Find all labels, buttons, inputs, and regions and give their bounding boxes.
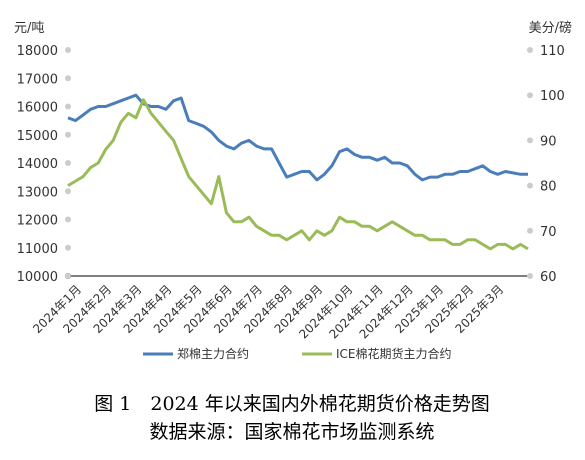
y-axis-label: 元/吨 <box>14 21 44 36</box>
y2-tick-label: 90 <box>540 134 557 149</box>
y-tick-label: 10000 <box>17 270 58 285</box>
y-tick-dot <box>65 216 71 223</box>
y-tick-dot <box>65 188 71 195</box>
y2-tick-dot <box>527 182 533 189</box>
y-tick-dot <box>65 160 71 166</box>
y-tick-label: 17000 <box>17 72 58 87</box>
caption-title: 图 1 2024 年以来国内外棉花期货价格走势图 <box>94 393 490 415</box>
y2-tick-dot <box>527 92 533 99</box>
y2-tick-label: 110 <box>540 44 565 59</box>
line-series <box>67 98 529 251</box>
legend-label: 郑棉主力合约 <box>177 346 249 361</box>
y2-tick-label: 100 <box>540 89 565 104</box>
y-tick-dot <box>65 244 71 251</box>
y-tick-dot <box>65 103 71 110</box>
y-tick-dot <box>65 131 71 138</box>
y-tick-label: 13000 <box>17 185 58 200</box>
line-series <box>67 93 528 182</box>
y-tick-label: 12000 <box>17 214 58 229</box>
caption-source: 数据来源：国家棉花市场监测系统 <box>149 421 434 443</box>
y2-tick-dot <box>527 227 533 234</box>
y2-tick-label: 70 <box>540 225 557 240</box>
y-tick-label: 14000 <box>17 157 58 172</box>
y-tick-label: 18000 <box>17 44 58 59</box>
y-tick-label: 11000 <box>17 242 58 257</box>
y2-tick-label: 80 <box>540 180 557 195</box>
y2-tick-dot <box>527 273 533 279</box>
y-tick-label: 15000 <box>17 129 58 144</box>
y2-tick-dot <box>527 137 533 144</box>
y2-tick-label: 60 <box>540 270 557 285</box>
y2-tick-dot <box>527 47 533 53</box>
y2-axis-label: 美分/磅 <box>529 20 572 36</box>
y-tick-dot <box>65 47 71 53</box>
y-tick-dot <box>65 273 71 279</box>
legend-label: ICE棉花期货主力合约 <box>336 346 452 361</box>
y-tick-dot <box>65 75 71 82</box>
y-tick-label: 16000 <box>17 101 58 116</box>
